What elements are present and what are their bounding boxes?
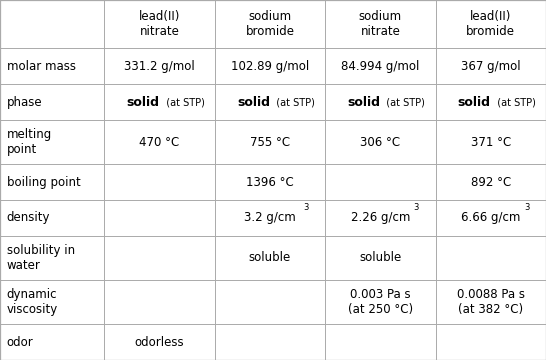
Text: solid: solid [127,96,159,109]
Text: lead(II)
bromide: lead(II) bromide [466,10,515,38]
Text: boiling point: boiling point [7,176,80,189]
Text: 3: 3 [303,203,308,212]
Text: soluble: soluble [359,251,401,264]
Text: soluble: soluble [249,251,291,264]
Text: 0.0088 Pa s
(at 382 °C): 0.0088 Pa s (at 382 °C) [457,288,525,316]
Text: molar mass: molar mass [7,60,75,73]
Text: 470 °C: 470 °C [139,136,180,149]
Text: 3: 3 [524,203,529,212]
Text: (at STP): (at STP) [381,97,425,107]
Text: solid: solid [347,96,381,109]
Text: 306 °C: 306 °C [360,136,400,149]
Text: odorless: odorless [135,336,185,348]
Text: 0.003 Pa s
(at 250 °C): 0.003 Pa s (at 250 °C) [348,288,413,316]
Text: 84.994 g/mol: 84.994 g/mol [341,60,419,73]
Text: solubility in
water: solubility in water [7,244,75,272]
Text: solid: solid [458,96,491,109]
Text: 3.2 g/cm: 3.2 g/cm [244,211,296,224]
Text: 367 g/mol: 367 g/mol [461,60,521,73]
Text: 755 °C: 755 °C [250,136,290,149]
Text: (at STP): (at STP) [270,97,315,107]
Text: phase: phase [7,96,42,109]
Text: sodium
nitrate: sodium nitrate [359,10,402,38]
Text: melting
point: melting point [7,128,52,156]
Text: density: density [7,211,50,224]
Text: 2.26 g/cm: 2.26 g/cm [351,211,410,224]
Text: 102.89 g/mol: 102.89 g/mol [231,60,309,73]
Text: 892 °C: 892 °C [471,176,511,189]
Text: 331.2 g/mol: 331.2 g/mol [124,60,195,73]
Text: lead(II)
nitrate: lead(II) nitrate [139,10,180,38]
Text: 371 °C: 371 °C [471,136,511,149]
Text: dynamic
viscosity: dynamic viscosity [7,288,58,316]
Text: 6.66 g/cm: 6.66 g/cm [461,211,520,224]
Text: 3: 3 [413,203,419,212]
Text: odor: odor [7,336,33,348]
Text: sodium
bromide: sodium bromide [246,10,294,38]
Text: solid: solid [237,96,270,109]
Text: (at STP): (at STP) [491,97,536,107]
Text: 1396 °C: 1396 °C [246,176,294,189]
Text: (at STP): (at STP) [159,97,205,107]
